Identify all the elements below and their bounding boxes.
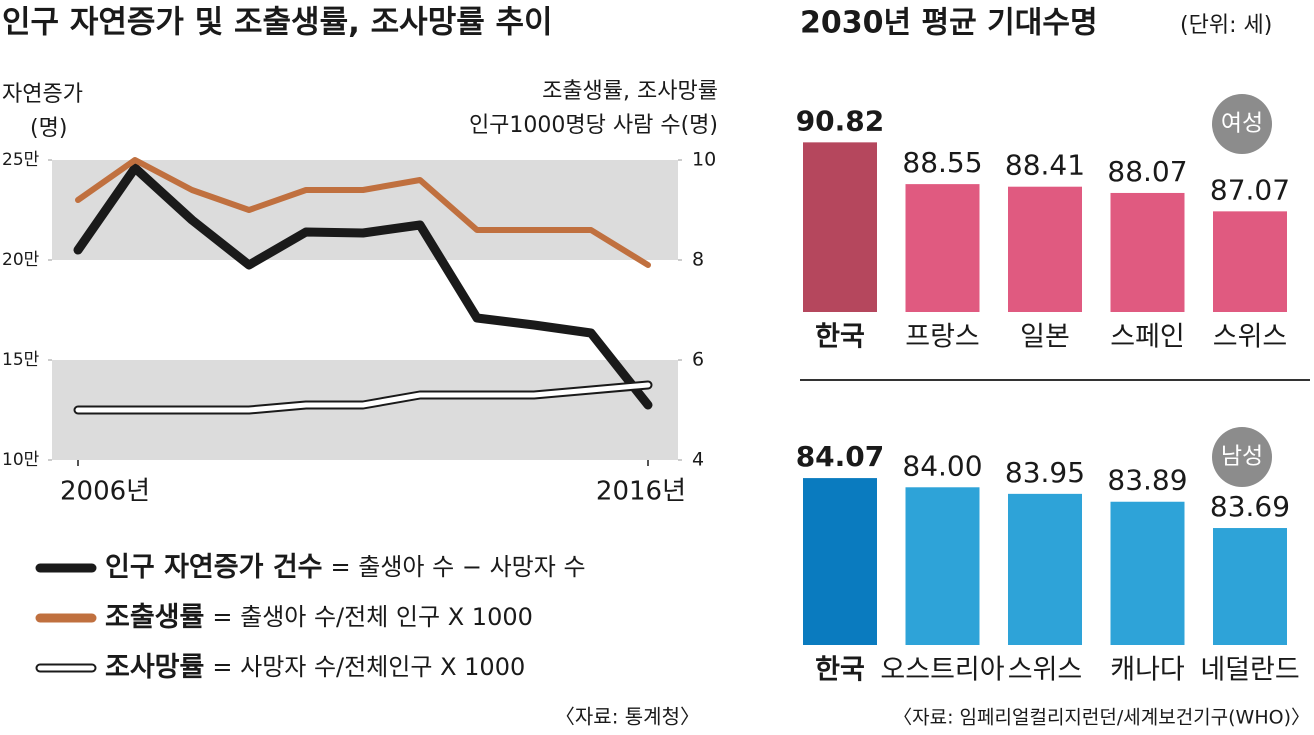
y-tick-label: 20만 bbox=[2, 250, 40, 270]
value-label: 88.07 bbox=[1107, 155, 1187, 188]
y2-tick-label: 10 bbox=[692, 149, 716, 171]
legend-description: = 출생아 수 − 사망자 수 bbox=[331, 553, 586, 581]
source-note: 〈자료: 통계청〉 bbox=[555, 705, 700, 729]
source-note: 〈자료: 임페리얼컬리지런던/세계보건기구(WHO)〉 bbox=[893, 707, 1310, 729]
legend-name: 조사망률 bbox=[105, 652, 204, 683]
series-line bbox=[75, 157, 651, 268]
chart-title: 2030년 평균 기대수명 bbox=[800, 6, 1098, 41]
y-tick-label: 25만 bbox=[2, 150, 40, 170]
legend-entry: 조사망률 = 사망자 수/전체인구 X 1000 bbox=[105, 652, 525, 683]
legend-name: 인구 자연증가 건수 bbox=[105, 552, 323, 583]
value-label: 83.89 bbox=[1107, 464, 1187, 497]
x-tick-label: 2006년 bbox=[60, 477, 150, 507]
category-label: 일본 bbox=[1020, 322, 1070, 353]
y2-tick-label: 4 bbox=[692, 449, 704, 471]
value-label: 90.82 bbox=[796, 104, 885, 137]
x-tick-label: 2016년 bbox=[596, 477, 686, 507]
legend-description: = 사망자 수/전체인구 X 1000 bbox=[212, 653, 525, 681]
panel-badge bbox=[1212, 94, 1272, 154]
y2-tick-label: 8 bbox=[692, 249, 704, 271]
grid-band bbox=[52, 160, 678, 260]
value-label: 88.55 bbox=[902, 146, 982, 179]
value-label: 87.07 bbox=[1210, 173, 1290, 206]
panel-label: 남성 bbox=[1221, 444, 1263, 470]
bar bbox=[803, 142, 877, 312]
y2-axis-title: 조출생률, 조사망률 bbox=[542, 79, 718, 104]
chart-title: 인구 자연증가 및 조출생률, 조사망률 추이 bbox=[2, 5, 553, 41]
bar bbox=[1110, 192, 1185, 312]
y-axis-title: 자연증가 bbox=[2, 82, 83, 107]
bar bbox=[803, 478, 877, 645]
value-label: 83.95 bbox=[1005, 456, 1085, 489]
category-label: 스위스 bbox=[1008, 655, 1083, 686]
value-label: 88.41 bbox=[1005, 149, 1085, 182]
y-tick-label: 15만 bbox=[2, 350, 40, 370]
value-label: 83.69 bbox=[1210, 490, 1290, 523]
y-axis-title: (명) bbox=[30, 116, 67, 141]
category-label: 스페인 bbox=[1110, 322, 1185, 353]
category-label: 프랑스 bbox=[905, 322, 980, 353]
y2-axis-title: 인구1000명당 사람 수(명) bbox=[469, 113, 718, 138]
legend-entry: 조출생률 = 출생아 수/전체 인구 X 1000 bbox=[105, 602, 533, 633]
legend-name: 조출생률 bbox=[105, 602, 204, 633]
bar bbox=[1008, 186, 1082, 312]
legend-entry: 인구 자연증가 건수 = 출생아 수 − 사망자 수 bbox=[105, 552, 586, 583]
chart-subtitle: (단위: 세) bbox=[1180, 13, 1272, 38]
bar bbox=[905, 184, 980, 312]
category-label: 한국 bbox=[815, 322, 865, 353]
category-label: 스위스 bbox=[1213, 322, 1288, 353]
category-label: 한국 bbox=[815, 655, 865, 686]
panel-label: 여성 bbox=[1221, 111, 1263, 137]
y2-tick-label: 6 bbox=[692, 349, 704, 371]
panel-badge bbox=[1212, 427, 1272, 487]
bar bbox=[1008, 493, 1082, 645]
series-line bbox=[75, 382, 651, 413]
bar bbox=[905, 487, 980, 645]
category-label: 오스트리아 bbox=[880, 655, 1004, 686]
bar bbox=[1213, 528, 1287, 645]
series-line bbox=[73, 163, 653, 410]
bar bbox=[1213, 211, 1287, 312]
category-label: 캐나다 bbox=[1110, 655, 1185, 686]
legend-description: = 출생아 수/전체 인구 X 1000 bbox=[212, 603, 533, 631]
value-label: 84.00 bbox=[902, 449, 982, 482]
category-label: 네덜란드 bbox=[1200, 655, 1299, 686]
bar bbox=[1110, 501, 1185, 645]
value-label: 84.07 bbox=[796, 440, 885, 473]
y-tick-label: 10만 bbox=[2, 450, 40, 470]
